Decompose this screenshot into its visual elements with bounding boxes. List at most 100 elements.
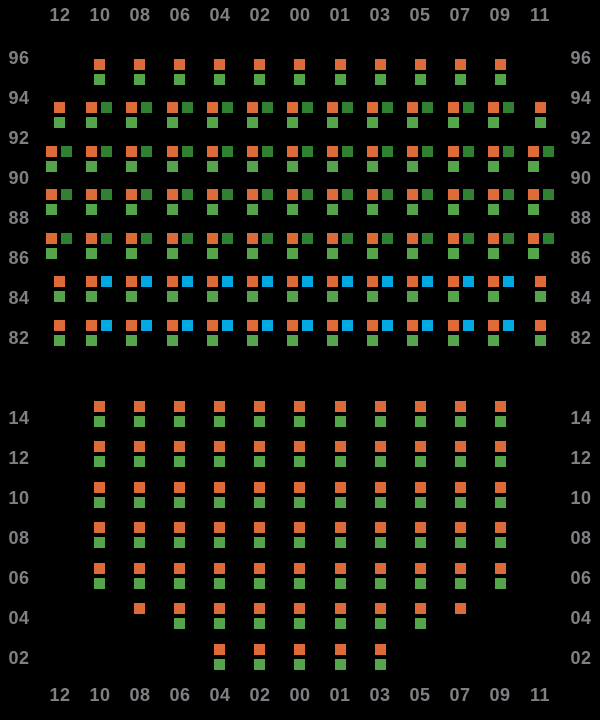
seat-cell[interactable]: [160, 273, 198, 315]
seat-cell[interactable]: [442, 519, 480, 557]
seat-cell[interactable]: [201, 230, 239, 272]
seat-cell[interactable]: [80, 56, 118, 98]
seat-cell[interactable]: [160, 143, 198, 185]
seat-cell[interactable]: [241, 143, 279, 185]
seat-cell[interactable]: [120, 317, 158, 359]
seat-cell[interactable]: [201, 273, 239, 315]
seat-cell[interactable]: [482, 317, 520, 359]
seat-cell[interactable]: [361, 99, 399, 141]
seat-cell[interactable]: [120, 600, 158, 638]
seat-cell[interactable]: [522, 317, 560, 359]
seat-cell[interactable]: [40, 230, 78, 272]
seat-cell[interactable]: [401, 143, 439, 185]
seat-cell[interactable]: [241, 398, 279, 436]
seat-cell[interactable]: [80, 186, 118, 228]
seat-cell[interactable]: [361, 317, 399, 359]
divider-segment[interactable]: [362, 372, 560, 387]
seat-cell[interactable]: [281, 56, 319, 98]
seat-cell[interactable]: [120, 519, 158, 557]
seat-cell[interactable]: [201, 641, 239, 679]
seat-cell[interactable]: [361, 398, 399, 436]
seat-cell[interactable]: [201, 186, 239, 228]
seat-cell[interactable]: [160, 186, 198, 228]
seat-cell[interactable]: [120, 186, 158, 228]
seat-cell[interactable]: [281, 143, 319, 185]
seat-cell[interactable]: [281, 230, 319, 272]
seat-cell[interactable]: [120, 56, 158, 98]
seat-cell[interactable]: [80, 99, 118, 141]
seat-cell[interactable]: [321, 641, 359, 679]
seat-cell[interactable]: [281, 317, 319, 359]
seat-cell[interactable]: [241, 230, 279, 272]
seat-cell[interactable]: [160, 317, 198, 359]
seat-cell[interactable]: [361, 438, 399, 476]
seat-cell[interactable]: [160, 230, 198, 272]
seat-cell[interactable]: [281, 519, 319, 557]
seat-cell[interactable]: [201, 519, 239, 557]
seat-cell[interactable]: [361, 143, 399, 185]
seat-cell[interactable]: [281, 398, 319, 436]
seat-cell[interactable]: [401, 438, 439, 476]
seat-cell[interactable]: [442, 56, 480, 98]
seat-cell[interactable]: [160, 99, 198, 141]
seat-cell[interactable]: [482, 56, 520, 98]
seat-cell[interactable]: [321, 519, 359, 557]
divider-bar[interactable]: [40, 372, 560, 387]
seat-cell[interactable]: [522, 99, 560, 141]
seat-cell[interactable]: [321, 56, 359, 98]
seat-cell[interactable]: [522, 230, 560, 272]
seat-cell[interactable]: [482, 230, 520, 272]
seat-cell[interactable]: [321, 143, 359, 185]
seat-cell[interactable]: [80, 438, 118, 476]
seat-cell[interactable]: [281, 479, 319, 517]
seat-cell[interactable]: [442, 186, 480, 228]
seat-cell[interactable]: [160, 600, 198, 638]
seat-cell[interactable]: [442, 560, 480, 598]
seat-cell[interactable]: [442, 143, 480, 185]
seat-cell[interactable]: [241, 99, 279, 141]
seat-cell[interactable]: [80, 230, 118, 272]
seat-cell[interactable]: [281, 99, 319, 141]
seat-cell[interactable]: [201, 600, 239, 638]
seat-cell[interactable]: [482, 398, 520, 436]
seat-cell[interactable]: [442, 479, 480, 517]
seat-cell[interactable]: [482, 560, 520, 598]
seat-cell[interactable]: [80, 273, 118, 315]
seat-cell[interactable]: [201, 560, 239, 598]
seat-cell[interactable]: [361, 641, 399, 679]
seat-cell[interactable]: [401, 230, 439, 272]
seat-cell[interactable]: [241, 519, 279, 557]
seat-cell[interactable]: [120, 273, 158, 315]
seat-cell[interactable]: [160, 398, 198, 436]
seat-cell[interactable]: [241, 273, 279, 315]
seat-cell[interactable]: [401, 519, 439, 557]
seat-cell[interactable]: [321, 600, 359, 638]
seat-cell[interactable]: [522, 273, 560, 315]
seat-cell[interactable]: [361, 273, 399, 315]
seat-cell[interactable]: [241, 479, 279, 517]
seat-cell[interactable]: [281, 560, 319, 598]
seat-cell[interactable]: [241, 438, 279, 476]
seat-cell[interactable]: [281, 641, 319, 679]
seat-cell[interactable]: [361, 560, 399, 598]
seat-cell[interactable]: [120, 99, 158, 141]
seat-cell[interactable]: [321, 560, 359, 598]
seat-cell[interactable]: [522, 143, 560, 185]
seat-cell[interactable]: [321, 273, 359, 315]
seat-cell[interactable]: [241, 641, 279, 679]
seat-cell[interactable]: [361, 186, 399, 228]
seat-cell[interactable]: [361, 479, 399, 517]
seat-cell[interactable]: [201, 438, 239, 476]
seat-cell[interactable]: [442, 398, 480, 436]
seat-cell[interactable]: [361, 600, 399, 638]
seat-cell[interactable]: [201, 479, 239, 517]
seat-cell[interactable]: [442, 230, 480, 272]
seat-cell[interactable]: [401, 273, 439, 315]
seat-cell[interactable]: [401, 317, 439, 359]
seat-cell[interactable]: [241, 317, 279, 359]
seat-cell[interactable]: [321, 438, 359, 476]
seat-cell[interactable]: [401, 479, 439, 517]
seat-cell[interactable]: [241, 56, 279, 98]
divider-segment[interactable]: [241, 372, 360, 387]
seat-cell[interactable]: [40, 273, 78, 315]
